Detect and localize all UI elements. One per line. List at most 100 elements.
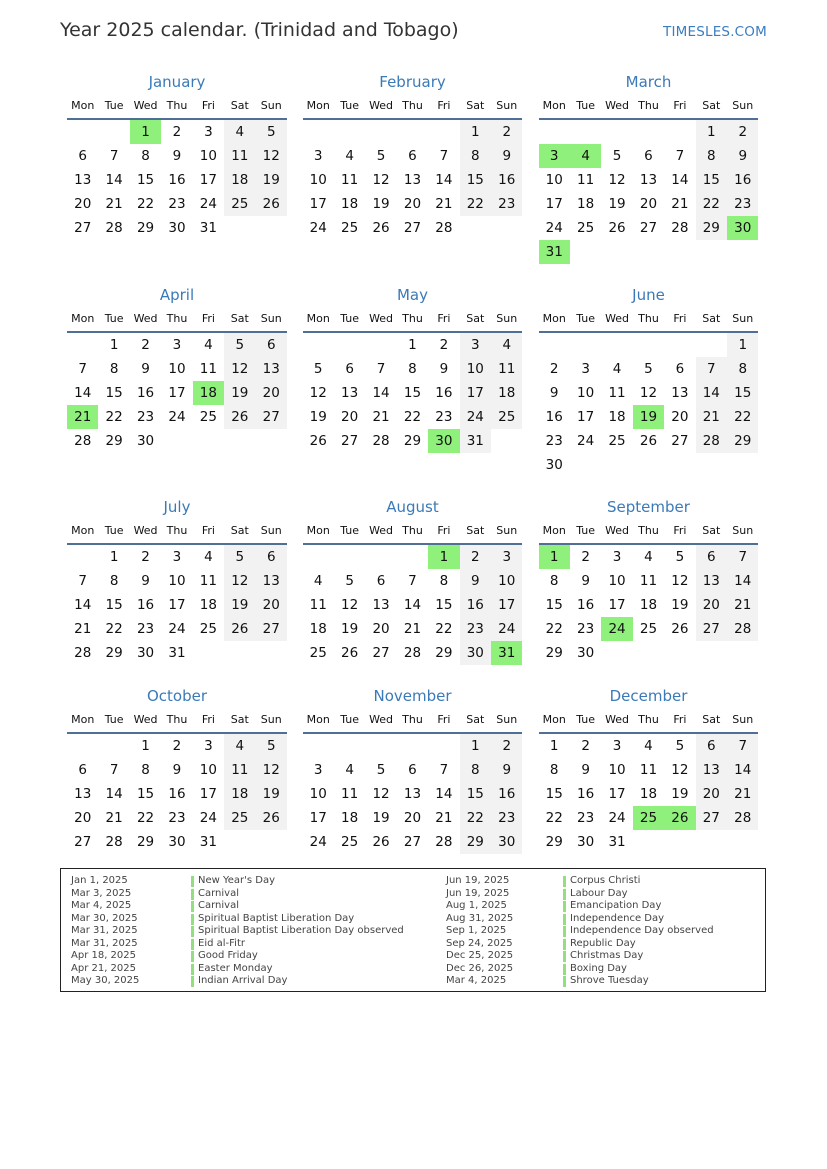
holiday-marker [563,976,566,987]
holiday-legend: Jan 1, 2025 New Year's Day Mar 3, 2025 Carn… [60,868,766,992]
holiday-date: May 30, 2025 [71,975,140,986]
day-cell: 4 [224,120,256,144]
day-cell: 9 [491,144,523,168]
holiday-name: Eid al-Fitr [198,937,245,949]
day-cell: 25 [341,220,359,236]
day-cell: 19 [255,168,287,192]
weekday-header: Mon [302,708,334,734]
day-cell: 31 [608,834,626,850]
day-cell: 12 [255,758,287,782]
day-cell: 23 [577,621,595,637]
day-cell: 20 [372,621,390,637]
month-august: August Mon Tue Wed Thu Fri Sat Sun 1 2 3 4 5 6 7 8 9 10 11… [302,498,523,665]
day-cell: 3 [172,549,182,565]
day-cell: 17 [309,810,327,826]
day-cell: 22 [459,192,492,216]
day-cell: 29 [695,216,728,240]
holiday-day-cell: 25 [632,806,665,830]
day-cell: 27 [403,220,422,236]
day-cell: 30 [168,220,186,236]
weekday-header: Wed [365,708,397,734]
month-december: December Mon Tue Wed Thu Fri Sat Sun 1 2 3 4 5 6 7 8 9 10… [538,687,759,854]
holiday-date: Mar 31, 2025 [71,925,138,936]
day-cell: 25 [491,405,523,429]
weekday-header: Thu [161,307,193,333]
holiday-day-cell: 4 [569,144,602,168]
day-cell: 26 [341,645,359,661]
day-cell: 15 [695,168,728,192]
day-cell: 20 [639,196,658,212]
day-cell: 14 [403,597,422,613]
day-cell: 6 [255,545,287,569]
day-cell: 27 [74,834,92,850]
holiday-name: Carnival [198,900,239,911]
day-cell: 13 [74,172,92,188]
day-cell: 20 [671,409,689,425]
day-cell: 7 [675,148,685,164]
day-cell: 3 [491,545,523,569]
empty-cell [601,120,632,144]
day-cell: 24 [459,405,492,429]
day-cell: 21 [671,196,689,212]
day-cell: 11 [639,573,658,589]
day-cell: 9 [172,148,182,164]
holiday-day-cell: 31 [491,641,523,665]
day-cell: 24 [309,834,327,850]
empty-cell [365,333,396,357]
brand-link[interactable]: TIMESLES.COM [663,24,767,40]
day-cell: 26 [255,192,287,216]
holiday-marker [563,963,566,975]
day-cell: 26 [671,621,689,637]
month-title: March [625,73,672,91]
empty-cell [539,120,570,144]
day-cell: 18 [224,782,256,806]
weekday-header: Sun [491,519,523,545]
day-cell: 1 [141,738,150,754]
day-cell: 11 [199,573,217,589]
weekday-header: Thu [396,307,429,333]
day-cell: 15 [403,385,422,401]
day-cell: 26 [224,405,256,429]
day-cell: 29 [105,433,123,449]
day-cell: 23 [168,810,186,826]
holiday-date: Mar 3, 2025 [71,887,132,899]
day-cell: 14 [435,172,453,188]
day-cell: 10 [168,573,186,589]
day-cell: 14 [671,172,689,188]
day-cell: 2 [172,124,182,140]
day-cell: 28 [695,429,728,453]
weekday-header: Thu [161,708,193,734]
day-cell: 25 [639,621,658,637]
day-cell: 19 [372,810,390,826]
day-cell: 11 [199,361,217,377]
day-cell: 13 [695,758,728,782]
day-cell: 31 [199,834,217,850]
day-cell: 4 [644,738,653,754]
day-cell: 6 [695,545,728,569]
day-cell: 8 [459,144,492,168]
day-cell: 1 [695,120,728,144]
day-cell: 17 [168,385,186,401]
weekday-header: Sat [459,519,492,545]
month-march: March Mon Tue Wed Thu Fri Sat Sun 1 2 3 4 5 6 7 8 9 10 11 1… [538,73,759,264]
weekday-header: Thu [396,708,429,734]
weekday-header: Fri [192,94,225,120]
day-cell: 24 [168,621,186,637]
day-cell: 14 [695,381,728,405]
weekday-header: Fri [428,519,460,545]
holiday-name: Labour Day [570,887,628,899]
day-cell: 22 [105,409,123,425]
day-cell: 20 [341,409,359,425]
day-cell: 2 [581,549,590,565]
weekday-header: Fri [664,307,696,333]
holiday-day-cell: 18 [192,381,225,405]
weekday-header: Sat [224,94,256,120]
day-cell: 21 [105,810,123,826]
day-cell: 16 [491,782,523,806]
weekday-header: Fri [192,708,225,734]
empty-cell [303,333,334,357]
day-cell: 17 [309,196,327,212]
holiday-marker [191,976,194,987]
day-cell: 24 [577,433,595,449]
day-cell: 31 [459,429,492,453]
